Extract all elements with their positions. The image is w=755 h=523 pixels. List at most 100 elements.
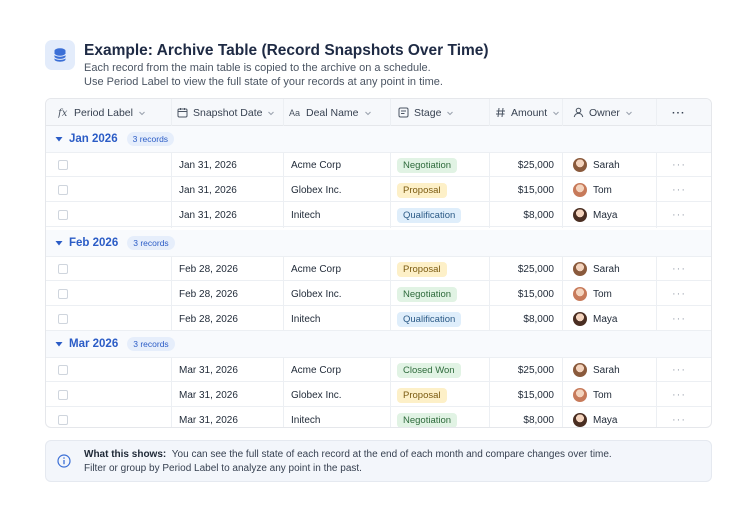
column-header-amount[interactable]: Amount [495,99,560,126]
column-header-deal-name[interactable]: Aa Deal Name [289,99,372,126]
group-count-badge: 3 records [126,132,175,146]
owner-cell: Sarah [573,257,620,281]
info-line-1: What this shows: You can see the full st… [84,449,612,460]
more-icon[interactable]: ··· [672,414,686,426]
row-checkbox[interactable] [58,289,68,299]
owner-name: Sarah [593,159,620,171]
row-checkbox[interactable] [58,415,68,425]
table-row[interactable]: Mar 31, 2026 Globex Inc. Proposal $15,000 To… [46,383,711,407]
more-icon[interactable]: ··· [672,106,686,119]
row-checkbox[interactable] [58,185,68,195]
chevron-down-icon[interactable] [138,109,146,117]
column-divider [390,99,391,126]
amount-cell: $8,000 [523,209,554,221]
avatar [573,312,587,326]
column-divider [171,257,172,332]
column-label: Snapshot Date [193,106,263,119]
info-text-1: You can see the full state of each recor… [171,449,612,460]
user-icon [573,107,584,118]
column-header-owner[interactable]: Owner [573,99,633,126]
column-header-more[interactable]: ··· [672,99,686,126]
snapshot-date-cell: Mar 31, 2026 [179,414,238,426]
group-header[interactable]: Feb 2026 3 records [46,230,711,257]
text-icon: Aa [289,107,301,118]
column-divider [562,257,563,332]
caret-down-icon[interactable] [55,239,63,247]
caret-down-icon[interactable] [55,340,63,348]
chevron-down-icon[interactable] [625,109,633,117]
owner-name: Tom [593,389,612,401]
snapshot-date-cell: Mar 31, 2026 [179,389,238,401]
amount-cell: $25,000 [517,159,554,171]
more-icon[interactable]: ··· [672,288,686,300]
column-label: Owner [589,106,620,119]
info-title: What this shows: [84,449,167,460]
row-more-cell: ··· [672,408,686,427]
stage-pill: Negotiation [397,286,458,302]
caret-down-icon[interactable] [55,135,63,143]
more-icon[interactable]: ··· [672,209,686,221]
row-checkbox-cell [58,383,68,407]
more-icon[interactable]: ··· [672,313,686,325]
deal-name-cell: Globex Inc. [291,288,342,300]
column-header-snapshot-date[interactable]: Snapshot Date [177,99,275,126]
row-checkbox[interactable] [58,210,68,220]
table-row[interactable]: Feb 28, 2026 Globex Inc. Negotiation $15,00… [46,282,711,306]
column-header-period-label[interactable]: fx Period Label [58,99,146,126]
amount-cell: $25,000 [517,263,554,275]
chevron-down-icon[interactable] [552,109,560,117]
column-divider [656,257,657,332]
owner-cell: Maya [573,307,617,331]
row-more-cell: ··· [672,358,686,382]
hash-icon [495,107,506,118]
avatar [573,262,587,276]
chevron-down-icon[interactable] [446,109,454,117]
chevron-down-icon[interactable] [267,109,275,117]
row-checkbox[interactable] [58,264,68,274]
group-header[interactable]: Jan 2026 3 records [46,126,711,153]
deal-name-cell: Globex Inc. [291,389,342,401]
table-row[interactable]: Jan 31, 2026 Globex Inc. Proposal $15,000 To… [46,178,711,202]
table-row[interactable]: Mar 31, 2026 Initech Negotiation $8,000 Maya… [46,408,711,427]
stage-cell: Negotiation [397,408,458,427]
row-checkbox[interactable] [58,365,68,375]
chevron-down-icon[interactable] [364,109,372,117]
table-row[interactable]: Jan 31, 2026 Initech Qualification $8,000 Ma… [46,203,711,227]
owner-name: Sarah [593,263,620,275]
owner-cell: Maya [573,203,617,227]
row-checkbox[interactable] [58,314,68,324]
amount-cell: $15,000 [517,184,554,196]
owner-name: Maya [593,414,618,426]
more-icon[interactable]: ··· [672,364,686,376]
deal-name-cell: Initech [291,209,321,221]
column-divider [489,153,490,228]
row-checkbox[interactable] [58,160,68,170]
stage-pill: Qualification [397,207,462,223]
svg-text:fx: fx [58,108,68,118]
stage-cell: Negotiation [397,282,458,306]
table-row[interactable]: Feb 28, 2026 Acme Corp Proposal $25,000 Sara… [46,257,711,281]
row-more-cell: ··· [672,383,686,407]
group-label: Mar 2026 [69,338,119,350]
table-row[interactable]: Mar 31, 2026 Acme Corp Closed Won $25,000 Sa… [46,358,711,382]
column-header-stage[interactable]: Stage [398,99,454,126]
table-row[interactable]: Jan 31, 2026 Acme Corp Negotiation $25,000 S… [46,153,711,177]
row-more-cell: ··· [672,203,686,227]
snapshot-date-cell: Feb 28, 2026 [179,288,238,300]
deal-name-cell: Acme Corp [291,364,342,376]
more-icon[interactable]: ··· [672,263,686,275]
amount-cell: $15,000 [517,389,554,401]
stage-cell: Qualification [397,307,462,331]
more-icon[interactable]: ··· [672,184,686,196]
column-divider [283,358,284,427]
more-icon[interactable]: ··· [672,159,686,171]
avatar [573,388,587,402]
row-checkbox[interactable] [58,390,68,400]
group-header[interactable]: Mar 2026 3 records [46,331,711,358]
column-divider [390,358,391,427]
row-more-cell: ··· [672,282,686,306]
more-icon[interactable]: ··· [672,389,686,401]
table-row[interactable]: Feb 28, 2026 Initech Qualification $8,000 Ma… [46,307,711,331]
amount-cell: $25,000 [517,364,554,376]
svg-text:Aa: Aa [289,108,300,118]
